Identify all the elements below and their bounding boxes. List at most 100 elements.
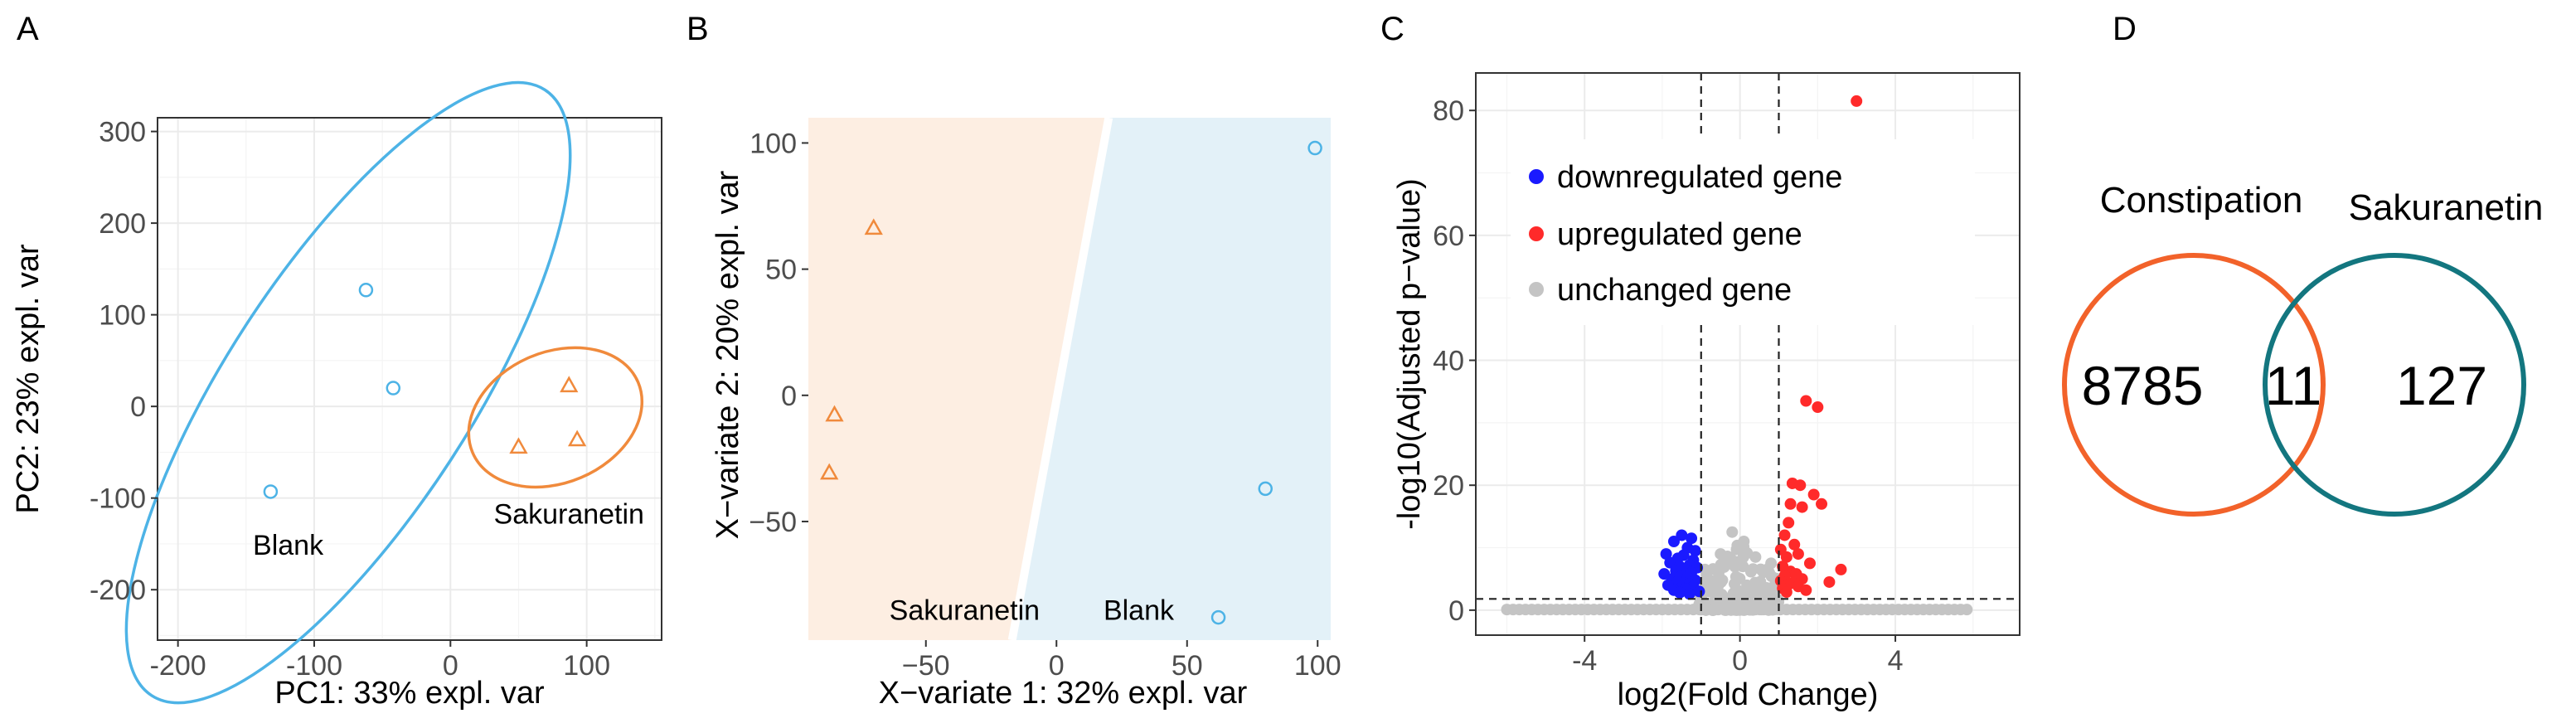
upregulated-gene-point <box>1788 538 1801 551</box>
legend-label-upregulated: upregulated gene <box>1557 217 1802 252</box>
panel-b-plsda: B −50 0 50 100 −50 0 50 100 Sakuranetin Blank X… <box>686 11 1341 711</box>
upregulated-gene-point <box>1783 517 1795 529</box>
panel-b-y-tick-label: 100 <box>750 128 797 159</box>
panel-a-y-tick-label: -200 <box>90 575 146 606</box>
intersection-count: 11 <box>2265 355 2322 416</box>
panel-a-y-tick-label: 300 <box>99 117 146 148</box>
panel-a-x-tick-label: 100 <box>563 650 610 682</box>
upregulated-gene-point <box>1778 529 1791 541</box>
panel-c-x-tick-label: 0 <box>1732 645 1748 677</box>
sakuranetin-sample-point <box>560 376 579 393</box>
panel-d-venn: D Constipation Sakuranetin 8785 11 127 <box>2062 11 2544 517</box>
constipation-set-label: Constipation <box>2100 180 2303 221</box>
panel-a-x-tick-label: 0 <box>443 650 458 682</box>
panel-c-frame <box>1475 72 2021 636</box>
upregulated-gene-points <box>1774 95 1863 599</box>
sakuranetin-confidence-ellipse <box>467 346 644 489</box>
panel-a-points <box>263 283 587 499</box>
panel-b-x-tick-label: 0 <box>1049 650 1065 682</box>
downregulated-gene-point <box>1660 548 1672 561</box>
sakuranetin-set-label: Sakuranetin <box>2349 187 2544 228</box>
sakuranetin-sample-point <box>509 437 528 454</box>
downregulated-gene-point <box>1674 586 1686 599</box>
panel-b-x-tick-label: −50 <box>902 650 950 682</box>
unchanged-gene-point <box>1961 604 1973 616</box>
panel-b-y-tick-label: 0 <box>781 381 797 412</box>
sakuranetin-group-label: Sakuranetin <box>494 499 644 531</box>
constipation-only-count: 8785 <box>2082 355 2204 416</box>
blank-region-label: Blank <box>1104 595 1175 627</box>
downregulated-gene-point <box>1667 536 1680 547</box>
upregulated-gene-point <box>1835 563 1847 575</box>
panel-c-y-tick-label: 20 <box>1433 470 1464 502</box>
sakuranetin-sample-point <box>825 405 844 422</box>
upregulated-gene-point <box>1816 497 1828 510</box>
sakuranetin-set-circle <box>2263 253 2526 517</box>
unchanged-gene-point <box>1703 574 1715 586</box>
legend-background <box>1511 139 1975 325</box>
panel-a-y-axis-title: PC2: 23% expl. var <box>11 244 46 514</box>
downregulated-gene-point <box>1693 585 1705 598</box>
upregulated-gene-point <box>1780 586 1793 599</box>
panel-d-letter: D <box>2113 11 2137 47</box>
upregulated-gene-point <box>1807 488 1820 501</box>
constipation-set-circle <box>2062 253 2326 517</box>
panel-a-frame <box>157 117 662 641</box>
panel-a-pca: A -200 -100 0 100 -200 -100 0 100 200 300 Blank S… <box>11 11 662 711</box>
panel-a-x-axis-title: PC1: 33% expl. var <box>274 676 545 711</box>
decision-boundary <box>1007 117 1113 641</box>
panel-b-ticks: −50 0 50 100 −50 0 50 100 <box>749 128 1341 682</box>
panel-a-ellipses <box>124 80 644 705</box>
unchanged-gene-point <box>1744 604 1756 616</box>
upregulated-gene-point <box>1794 479 1807 492</box>
downregulated-gene-point <box>1676 529 1688 541</box>
legend-swatch-unchanged <box>1529 282 1544 297</box>
unchanged-gene-point <box>1704 585 1716 598</box>
panel-c-y-tick-label: 0 <box>1448 595 1464 627</box>
panel-c-y-tick-label: 60 <box>1433 221 1464 252</box>
panel-b-x-tick-label: 50 <box>1172 650 1203 682</box>
upregulated-gene-point <box>1784 497 1797 510</box>
panel-a-y-tick-label: 0 <box>130 391 146 423</box>
unchanged-gene-point <box>1765 600 1778 613</box>
upregulated-gene-point <box>1796 501 1808 513</box>
downregulated-gene-point <box>1664 556 1676 569</box>
blank-sample-point <box>1307 140 1322 156</box>
upregulated-gene-point <box>1800 395 1812 407</box>
panel-a-letter: A <box>17 11 39 47</box>
unchanged-gene-point <box>1729 557 1742 570</box>
unchanged-gene-points <box>1501 526 1973 616</box>
upregulated-gene-point <box>1780 551 1793 563</box>
blank-sample-point <box>263 484 279 499</box>
panel-b-x-tick-label: 100 <box>1294 650 1341 682</box>
sakuranetin-sample-point <box>820 463 839 480</box>
unchanged-gene-point <box>1736 588 1749 600</box>
unchanged-gene-point <box>1728 578 1740 590</box>
upregulated-gene-point <box>1792 548 1804 561</box>
blank-group-label: Blank <box>253 530 324 561</box>
blank-sample-point <box>1258 481 1273 497</box>
panel-b-x-axis-title: X−variate 1: 32% expl. var <box>879 676 1248 711</box>
panel-c-y-tick-label: 80 <box>1433 95 1464 127</box>
downregulated-gene-point <box>1689 545 1701 557</box>
panel-b-y-tick-label: −50 <box>749 507 797 538</box>
legend-label-unchanged: unchanged gene <box>1557 273 1792 308</box>
unchanged-gene-point <box>1730 604 1743 616</box>
panel-a-grid <box>158 118 662 640</box>
panel-a-y-tick-label: 200 <box>99 208 146 240</box>
blank-sample-point <box>386 381 401 396</box>
panel-a-x-tick-label: -100 <box>286 650 342 682</box>
upregulated-gene-point <box>1803 557 1816 570</box>
sakuranetin-region-label: Sakuranetin <box>890 595 1040 627</box>
legend-label-downregulated: downregulated gene <box>1557 160 1842 195</box>
unchanged-gene-point <box>1744 565 1757 578</box>
unchanged-gene-point <box>1765 557 1778 570</box>
panel-c-x-tick-label: -4 <box>1572 645 1597 677</box>
panel-a-ticks: -200 -100 0 100 -200 -100 0 100 200 300 <box>90 117 610 682</box>
legend-swatch-downregulated <box>1529 169 1544 184</box>
upregulated-gene-point <box>1800 584 1812 596</box>
panel-b-points <box>820 140 1322 625</box>
